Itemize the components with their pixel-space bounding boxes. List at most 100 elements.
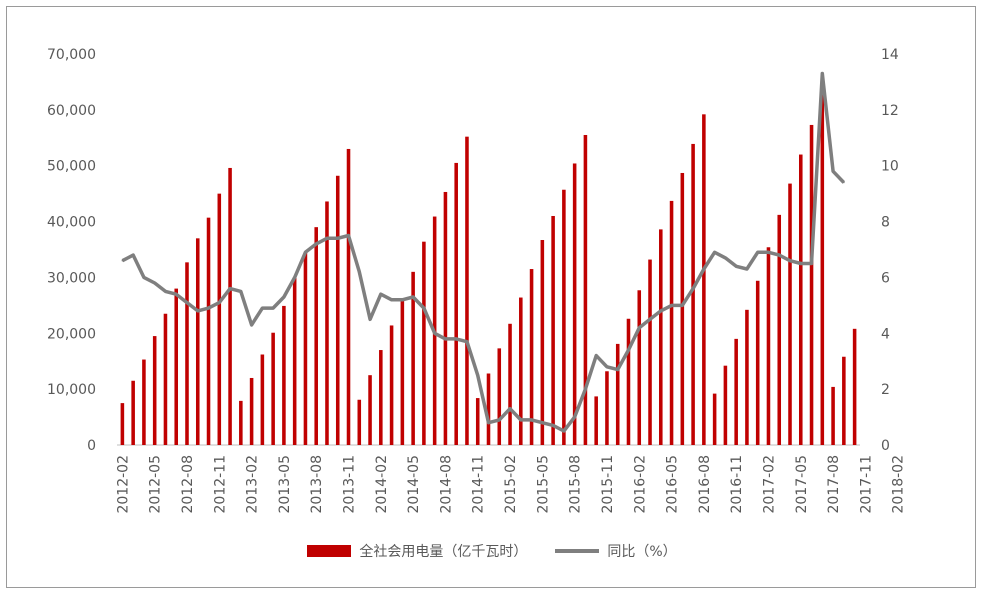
bar <box>691 143 695 445</box>
bar <box>228 167 232 445</box>
bar <box>540 240 545 445</box>
x-tick-label: 2014-08 <box>438 455 454 514</box>
yoy-point <box>326 237 328 240</box>
bar <box>583 134 588 445</box>
bar <box>120 403 125 445</box>
yoy-point <box>713 251 716 254</box>
x-tick-label: 2017-02 <box>761 455 777 514</box>
x-tick-label: 2014-11 <box>471 455 487 514</box>
line-layer <box>121 71 846 433</box>
yoy-point <box>703 268 705 270</box>
bar <box>745 309 749 445</box>
yoy-point <box>563 430 565 432</box>
yoy-point <box>584 388 587 390</box>
x-tick-label: 2017-05 <box>794 455 810 514</box>
yoy-point <box>724 257 727 259</box>
yoy-point <box>401 298 404 301</box>
bar <box>217 193 222 445</box>
yoy-point <box>810 262 813 265</box>
y-left-tick-label: 20,000 <box>47 326 96 342</box>
yoy-point <box>196 310 199 312</box>
y-right-tick-label: 8 <box>881 215 890 231</box>
yoy-point <box>498 419 501 421</box>
yoy-point <box>509 407 511 410</box>
yoy-point <box>552 424 554 427</box>
yoy-point <box>832 170 834 173</box>
y-left-tick-label: 30,000 <box>47 270 96 286</box>
bar <box>174 288 179 445</box>
x-tick-label: 2014-05 <box>406 455 422 514</box>
bar <box>562 189 566 445</box>
x-tick-label: 2012-08 <box>180 455 196 514</box>
yoy-point <box>573 416 576 418</box>
bar <box>239 400 243 445</box>
x-tick-label: 2015-05 <box>535 455 551 514</box>
bar <box>282 305 286 445</box>
bar <box>820 92 825 445</box>
yoy-point <box>799 262 802 265</box>
bar <box>766 247 771 445</box>
yoy-point <box>143 276 145 279</box>
yoy-line <box>121 71 846 433</box>
yoy-point <box>595 354 597 357</box>
bar <box>712 393 717 445</box>
yoy-point <box>132 254 134 256</box>
bar <box>669 200 674 445</box>
bar <box>777 214 782 445</box>
y-right-tick-label: 4 <box>881 326 890 342</box>
bar <box>357 399 362 445</box>
bar <box>626 318 631 445</box>
y-left-tick-label: 0 <box>87 438 96 454</box>
x-tick-label: 2016-02 <box>632 455 648 514</box>
yoy-point <box>186 301 188 304</box>
bar <box>152 336 157 445</box>
bar <box>346 148 351 445</box>
chart-frame <box>6 6 976 588</box>
bar <box>702 114 706 445</box>
y-left-tick-label: 60,000 <box>47 103 96 119</box>
y-right-tick-label: 14 <box>881 47 899 63</box>
yoy-point <box>164 290 167 293</box>
bar <box>400 299 405 445</box>
yoy-point <box>670 304 673 307</box>
yoy-point <box>315 243 318 245</box>
yoy-point <box>767 251 770 254</box>
yoy-point <box>175 293 178 295</box>
yoy-point <box>746 268 748 270</box>
bar <box>314 227 318 445</box>
yoy-point <box>380 293 382 295</box>
yoy-point <box>390 298 393 301</box>
yoy-point <box>541 421 544 424</box>
bar <box>422 241 426 445</box>
bar <box>465 136 469 445</box>
yoy-point <box>821 72 824 75</box>
bar <box>206 217 211 445</box>
bar <box>852 328 857 445</box>
yoy-point <box>638 326 641 329</box>
yoy-point <box>466 340 468 343</box>
bar <box>508 323 512 445</box>
legend-line-label: 同比（%） <box>607 544 677 560</box>
yoy-point <box>369 318 371 321</box>
bar <box>551 215 555 445</box>
y-right-tick-label: 2 <box>881 382 890 398</box>
yoy-point <box>250 324 253 326</box>
legend-item-bar: 全社会用电量（亿千瓦时） <box>307 541 527 561</box>
yoy-point <box>444 338 447 340</box>
x-tick-label: 2013-11 <box>342 455 358 514</box>
bar <box>325 201 329 445</box>
bar <box>271 332 275 445</box>
yoy-point <box>272 307 274 309</box>
yoy-point <box>520 419 522 421</box>
bar <box>637 290 642 445</box>
yoy-point <box>336 237 339 240</box>
yoy-point <box>843 181 845 184</box>
yoy-point <box>692 287 694 290</box>
yoy-point <box>153 282 156 284</box>
bar <box>379 350 383 445</box>
legend-item-line: 同比（%） <box>555 541 677 561</box>
bar <box>443 191 448 445</box>
bar <box>163 313 168 445</box>
legend-bar-label: 全社会用电量（亿千瓦时） <box>359 544 528 560</box>
y-left-tick-label: 70,000 <box>47 47 96 63</box>
